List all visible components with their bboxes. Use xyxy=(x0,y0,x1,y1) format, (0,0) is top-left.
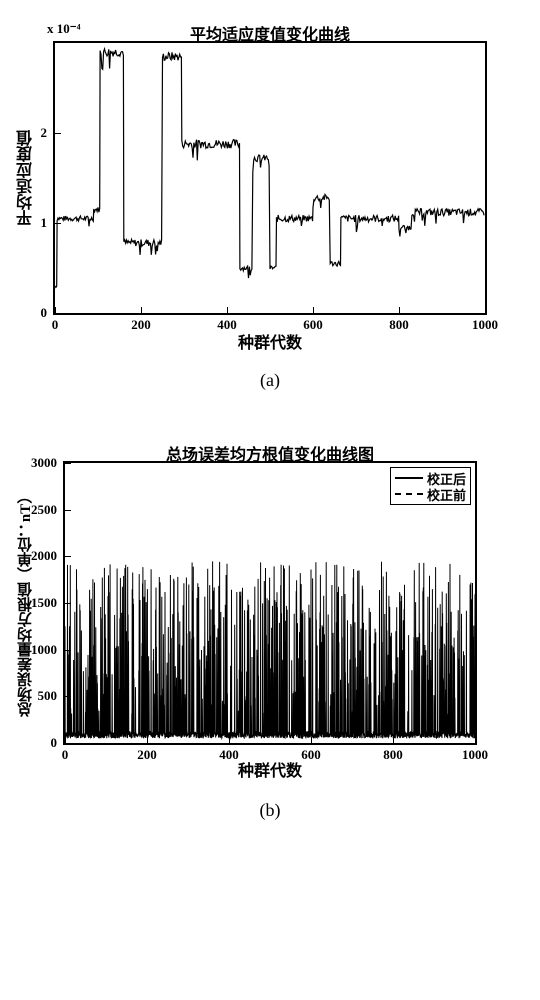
xtick: 400 xyxy=(219,747,239,763)
chart-a-exponent: x 10⁻⁴ xyxy=(47,21,81,37)
chart-a-xlabel: 种群代数 xyxy=(55,329,485,353)
ytick: 0 xyxy=(51,735,58,751)
chart-b-block: 总场误差均方根值变化曲线图 总场误差量均方根值（单位：nT） 种群代数 校正后 … xyxy=(10,461,530,861)
xtick: 600 xyxy=(301,747,321,763)
xtick: 0 xyxy=(52,317,59,333)
xtick: 1000 xyxy=(462,747,488,763)
xtick: 800 xyxy=(383,747,403,763)
chart-b-xlabel: 种群代数 xyxy=(65,757,475,781)
ytick: 1000 xyxy=(31,642,57,658)
chart-a-ylabel: 平均适应度值 xyxy=(15,130,39,226)
chart-a-plot xyxy=(55,43,485,313)
chart-a-block: 平均适应度值变化曲线 x 10⁻⁴ 平均适应度值 种群代数 0200400600… xyxy=(10,41,530,431)
xtick: 0 xyxy=(62,747,69,763)
ytick: 0 xyxy=(41,305,48,321)
legend-row-before: 校正前 xyxy=(395,486,466,502)
chart-b-title: 总场误差均方根值变化曲线图 xyxy=(65,441,475,465)
ytick: 1500 xyxy=(31,595,57,611)
chart-a-sublabel: (a) xyxy=(260,370,280,391)
legend-line-solid xyxy=(395,477,423,479)
chart-b-legend: 校正后 校正前 xyxy=(390,467,471,505)
xtick: 200 xyxy=(131,317,151,333)
chart-a-box: 平均适应度值变化曲线 x 10⁻⁴ 平均适应度值 种群代数 0200400600… xyxy=(53,41,487,315)
ytick: 500 xyxy=(38,688,58,704)
chart-b-box: 总场误差均方根值变化曲线图 总场误差量均方根值（单位：nT） 种群代数 校正后 … xyxy=(63,461,477,745)
xtick: 600 xyxy=(303,317,323,333)
chart-b-sublabel: (b) xyxy=(260,800,281,821)
chart-a-title: 平均适应度值变化曲线 xyxy=(55,21,485,45)
xtick: 800 xyxy=(389,317,409,333)
legend-label-before: 校正前 xyxy=(427,485,466,504)
ytick: 2500 xyxy=(31,502,57,518)
ytick: 3000 xyxy=(31,455,57,471)
ytick: 2000 xyxy=(31,548,57,564)
xtick: 1000 xyxy=(472,317,498,333)
chart-b-plot xyxy=(65,463,475,743)
ytick: 2 xyxy=(41,125,48,141)
xtick: 400 xyxy=(217,317,237,333)
ytick: 1 xyxy=(41,215,48,231)
xtick: 200 xyxy=(137,747,157,763)
legend-line-dashed xyxy=(395,493,423,495)
